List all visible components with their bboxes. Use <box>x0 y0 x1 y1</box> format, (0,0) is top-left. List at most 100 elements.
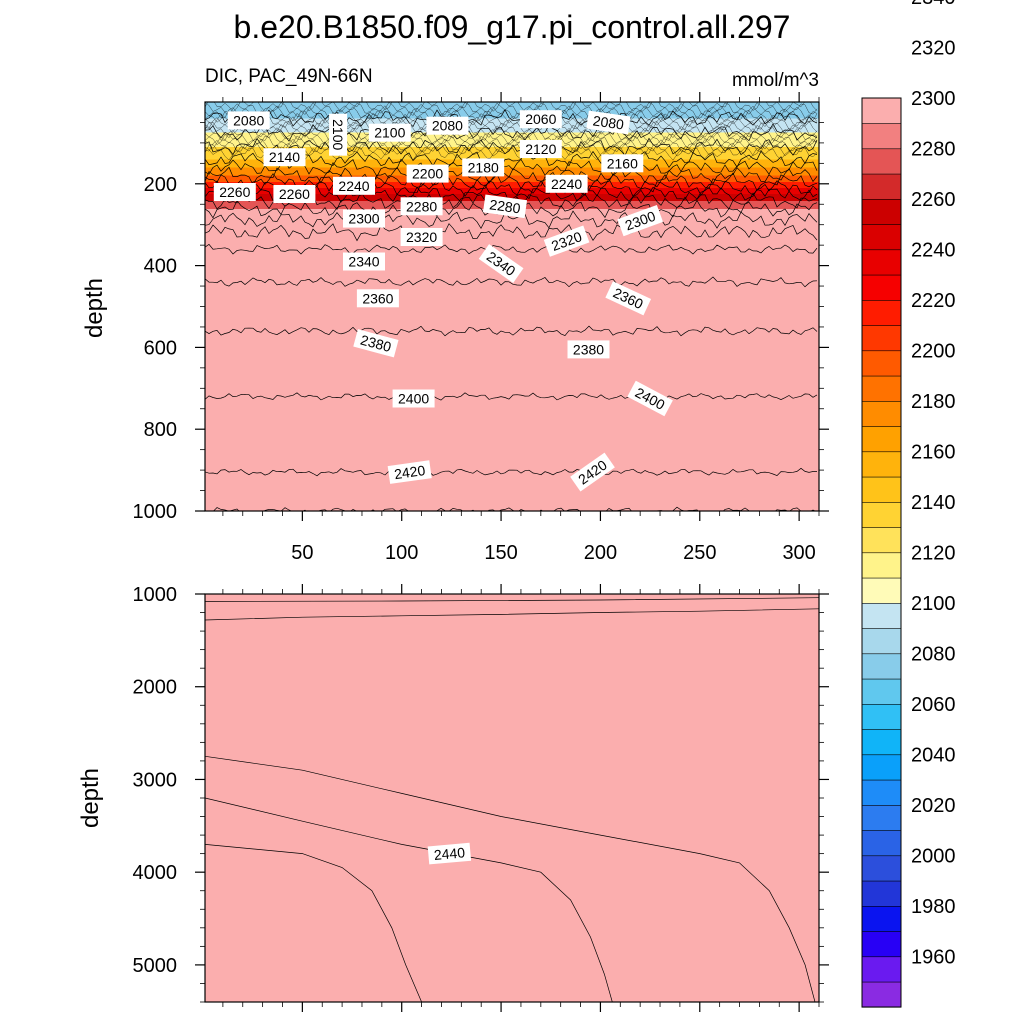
colorbar-swatch <box>861 552 902 579</box>
y-tick-label: 200 <box>144 174 177 196</box>
contour-line-2320 <box>205 223 818 242</box>
colorbar-tick-label: 2300 <box>911 88 956 110</box>
colorbar-swatch <box>861 274 902 301</box>
colorbar-swatch <box>861 930 902 958</box>
colorbar-tick-label: 1960 <box>911 947 956 969</box>
contour-label-text: 2180 <box>468 159 499 175</box>
colorbar-swatch <box>861 148 902 175</box>
contour-label-text: 2440 <box>433 844 466 863</box>
lower-panel: 2440 1000 2000 3000 4000 5000 depth <box>77 584 829 1012</box>
colorbar-tick-label: 2220 <box>911 290 956 312</box>
colorbar-tick-label: 2080 <box>911 644 956 666</box>
contour-label-text: 2120 <box>525 141 556 157</box>
x-tick-label: 300 <box>782 542 815 564</box>
contour-label: 2160 <box>601 154 644 173</box>
contour-label-box <box>482 194 528 219</box>
contour-label-box <box>343 209 385 228</box>
y-tick-label: 2000 <box>133 677 178 699</box>
y-tick-label: 5000 <box>133 955 178 977</box>
contour-line-minor <box>205 105 818 120</box>
colorbar-tick-label: 2040 <box>911 745 956 767</box>
colorbar-tick-label: 2000 <box>911 846 956 868</box>
lower-color-field <box>205 594 819 1002</box>
colorbar-swatch <box>861 299 902 326</box>
contour-label-text: 2380 <box>359 332 393 356</box>
contour-label-box <box>343 252 385 271</box>
x-tick-label: 150 <box>484 542 517 564</box>
lower-contour-line-2420 <box>205 597 819 602</box>
contour-line-2400 <box>205 392 818 401</box>
contour-label-text: 2200 <box>412 166 443 182</box>
contour-label: 2380 <box>567 340 610 359</box>
contour-label-text: 2420 <box>393 462 426 482</box>
colorbar-tick-label: 2140 <box>911 492 956 514</box>
colorbar-tick-label: 2340 <box>911 0 956 9</box>
contour-label: 2120 <box>519 140 562 158</box>
contour-label-box <box>213 183 256 201</box>
lower-contour-line-2440 <box>205 755 816 1002</box>
colorbar-swatch <box>861 97 902 124</box>
colorbar-swatch <box>861 451 902 478</box>
contour-label: 2080 <box>227 111 270 130</box>
figure-title: b.e20.B1850.f09_g17.pi_control.all.297 <box>234 9 791 45</box>
upper-panel: 2080 2100 2100 2080 2060 2080 2140 2120 2160 2180… <box>81 92 829 564</box>
contour-label: 2440 <box>427 842 472 865</box>
colorbar-tick-label: 1980 <box>911 896 956 918</box>
contour-line-minor <box>205 131 818 146</box>
colorbar-swatch <box>861 728 902 756</box>
contour-label: 2380 <box>353 329 399 358</box>
colorbar-tick-label: 2120 <box>911 543 956 565</box>
colorbar-swatch <box>861 602 902 629</box>
contour-label-box <box>387 460 432 484</box>
lower-axes: 1000 2000 3000 4000 5000 <box>133 584 829 1012</box>
upper-y-axis-label: depth <box>81 278 108 338</box>
x-tick-label: 100 <box>385 542 418 564</box>
contour-label-box <box>586 110 631 135</box>
y-tick-label: 600 <box>144 337 177 359</box>
contour-label-text: 2260 <box>219 184 250 200</box>
colorbar-swatch <box>861 880 902 907</box>
contour-line-2120 <box>205 137 818 157</box>
contour-label-text: 2100 <box>374 125 405 141</box>
contour-label: 2060 <box>519 110 562 129</box>
x-tick-label: 200 <box>584 542 617 564</box>
contour-label: 2100 <box>329 113 348 156</box>
colorbar-frame <box>861 97 902 1008</box>
contour-line-2300 <box>205 210 818 230</box>
contour-label-box <box>427 842 472 865</box>
colorbar-swatch <box>861 678 902 705</box>
contour-label-text: 2240 <box>338 178 369 194</box>
colorbar-tick-label: 2200 <box>911 341 956 363</box>
contour-label-text: 2240 <box>551 176 582 192</box>
colorbar-tick-label: 2320 <box>911 38 956 60</box>
contour-label-text: 2360 <box>362 290 393 306</box>
colorbar-swatch <box>861 956 902 983</box>
contour-label-text: 2300 <box>348 211 379 227</box>
contour-line-2360 <box>205 276 818 288</box>
colorbar-swatch <box>861 981 902 1008</box>
lower-contour-line-2460 <box>205 844 422 1002</box>
contour-label: 2400 <box>392 389 435 408</box>
contour-label-text: 2340 <box>348 254 379 270</box>
colorbar-swatch <box>861 476 902 503</box>
contour-line-minor <box>205 124 818 139</box>
contour-label-box <box>392 389 435 408</box>
contour-label: 2180 <box>462 158 505 177</box>
colorbar-tick-label: 2160 <box>911 442 956 464</box>
contour-label-text: 2060 <box>525 111 556 127</box>
colorbar-swatch <box>861 375 902 402</box>
colorbar-tick-label: 2240 <box>911 240 956 262</box>
contour-label-text: 2160 <box>607 155 638 171</box>
x-tick-label: 50 <box>291 542 313 564</box>
contour-label-text: 2100 <box>330 119 346 150</box>
contour-label: 2340 <box>343 252 385 271</box>
contour-label: 2260 <box>213 183 256 201</box>
colorbar-swatch <box>861 501 902 528</box>
contour-label-box <box>617 204 664 237</box>
contour-label-box <box>263 148 306 167</box>
contour-label: 2240 <box>333 176 375 195</box>
contour-label: 2240 <box>545 174 588 193</box>
colorbar: 1960 1980 2000 2020 2040 2060 2080 2100 2120 2140… <box>861 0 956 1008</box>
colorbar-swatch <box>861 526 902 554</box>
lower-contour-line-2430 <box>205 608 819 621</box>
